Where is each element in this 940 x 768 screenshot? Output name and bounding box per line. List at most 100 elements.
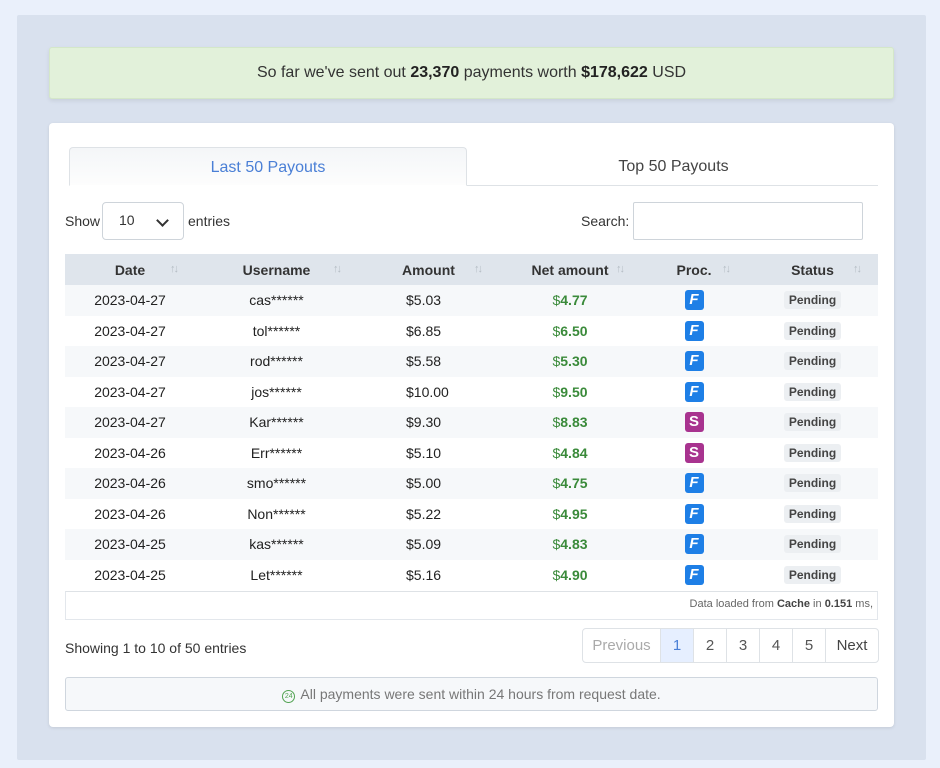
processor-f-icon: F (684, 351, 704, 372)
search-input[interactable] (633, 202, 863, 240)
cell-status: Pending (747, 285, 878, 316)
processor-f-icon: F (684, 564, 704, 585)
cell-username: Let****** (250, 566, 303, 583)
banner-prefix: So far we've sent out (256, 64, 411, 81)
cell-status: Pending (747, 407, 878, 438)
status-badge: Pending (783, 352, 842, 371)
cell-proc: F (641, 560, 747, 591)
pagination-page-5[interactable]: 5 (792, 629, 825, 662)
cell-username: rod****** (250, 353, 303, 370)
column-header-username[interactable]: Username ↑↓ (195, 254, 358, 285)
cell-net-amount: $4.90 (552, 566, 588, 583)
cell-status: Pending (747, 316, 878, 347)
search-label: Search: (581, 213, 630, 229)
processor-f-icon: F (684, 381, 704, 402)
chevron-down-icon (156, 214, 169, 227)
sort-icon: ↑↓ (170, 263, 179, 275)
cell-date: 2023-04-27 (94, 353, 166, 370)
cell-proc: S (641, 438, 747, 469)
pagination-previous[interactable]: Previous (592, 637, 651, 654)
cell-amount: $5.09 (406, 536, 442, 553)
cell-amount: $5.00 (406, 475, 442, 492)
payouts-card: Last 50 Payouts Top 50 Payouts Show 10 e… (49, 123, 894, 727)
payment-time-text: All payments were sent within 24 hours f… (300, 686, 661, 702)
24-hours-icon: 24 (282, 690, 296, 703)
status-badge: Pending (783, 413, 842, 432)
banner-middle: payments worth (459, 64, 582, 81)
processor-f-icon: F (684, 503, 704, 524)
status-badge: Pending (783, 443, 842, 462)
entries-label: entries (188, 213, 231, 229)
cell-date: 2023-04-25 (94, 566, 166, 583)
table-row: 2023-04-25 kas****** $5.09 $4.83 F Pending (65, 529, 878, 560)
page-size-value: 10 (119, 212, 135, 228)
column-header-proc[interactable]: Proc. ↑↓ (641, 254, 747, 285)
sort-icon: ↑↓ (474, 263, 483, 275)
pagination-page-4[interactable]: 4 (759, 629, 792, 662)
cell-amount: $6.85 (406, 322, 442, 339)
cell-proc: F (641, 529, 747, 560)
cell-username: Err****** (250, 444, 303, 461)
sort-icon: ↑↓ (616, 263, 625, 275)
payouts-table: Date ↑↓ Username ↑↓ Amount ↑↓ Net amount ↑↓ … (65, 254, 878, 590)
column-header-amount[interactable]: Amount ↑↓ (358, 254, 499, 285)
cell-date: 2023-04-26 (94, 505, 166, 522)
cell-net-amount: $4.83 (552, 536, 588, 553)
cell-date: 2023-04-26 (94, 475, 166, 492)
cell-status: Pending (747, 438, 878, 469)
data-source: Cache (776, 598, 810, 610)
tab-top-50-payouts[interactable]: Top 50 Payouts (618, 158, 729, 175)
cell-date: 2023-04-27 (94, 292, 166, 309)
column-header-status[interactable]: Status ↑↓ (747, 254, 878, 285)
status-badge: Pending (783, 321, 842, 340)
cell-username: jos****** (251, 383, 302, 400)
payment-total: $178,622 (581, 64, 648, 81)
cell-username: cas****** (249, 292, 304, 309)
cell-status: Pending (747, 346, 878, 377)
cell-status: Pending (747, 499, 878, 530)
table-row: 2023-04-26 Non****** $5.22 $4.95 F Pending (65, 499, 878, 530)
cell-net-amount: $4.77 (552, 292, 588, 309)
cell-status: Pending (747, 377, 878, 408)
processor-f-icon: F (684, 534, 704, 555)
cell-net-amount: $8.83 (552, 414, 588, 431)
column-header-net-amount[interactable]: Net amount ↑↓ (499, 254, 641, 285)
processor-f-icon: F (684, 290, 704, 311)
status-badge: Pending (783, 504, 842, 523)
cell-date: 2023-04-25 (94, 536, 166, 553)
processor-f-icon: F (684, 320, 704, 341)
cell-amount: $5.03 (406, 292, 442, 309)
page-size-select[interactable]: 10 (102, 202, 184, 240)
tab-last-50-payouts[interactable]: Last 50 Payouts (69, 147, 467, 186)
status-badge: Pending (783, 291, 842, 310)
pagination-page-1[interactable]: 1 (660, 629, 693, 662)
cell-proc: F (641, 377, 747, 408)
pagination-page-3[interactable]: 3 (726, 629, 759, 662)
sort-icon: ↑↓ (853, 263, 862, 275)
sort-icon: ↑↓ (333, 263, 342, 275)
cell-amount: $5.58 (406, 353, 442, 370)
stats-banner: So far we've sent out 23,370 payments wo… (49, 47, 894, 99)
sort-icon: ↑↓ (722, 263, 731, 275)
cell-date: 2023-04-27 (94, 383, 166, 400)
table-row: 2023-04-26 Err****** $5.10 $4.84 S Pending (65, 438, 878, 469)
cell-username: kas****** (249, 536, 304, 553)
processor-s-icon: S (684, 442, 704, 463)
cell-proc: F (641, 468, 747, 499)
pagination-next[interactable]: Next (825, 629, 878, 662)
table-row: 2023-04-25 Let****** $5.16 $4.90 F Pending (65, 560, 878, 591)
processor-s-icon: S (684, 412, 704, 433)
pagination: Previous 1 2 3 4 5 Next (582, 628, 879, 663)
banner-suffix: USD (647, 64, 687, 81)
payment-count: 23,370 (410, 64, 460, 81)
status-badge: Pending (783, 565, 842, 584)
payment-time-note: 24 All payments were sent within 24 hour… (65, 677, 878, 711)
status-badge: Pending (783, 535, 842, 554)
cell-proc: F (641, 346, 747, 377)
cell-net-amount: $4.84 (552, 444, 588, 461)
status-badge: Pending (783, 474, 842, 493)
cell-status: Pending (747, 560, 878, 591)
cell-username: smo****** (246, 475, 307, 492)
column-header-date[interactable]: Date ↑↓ (65, 254, 195, 285)
pagination-page-2[interactable]: 2 (693, 629, 726, 662)
